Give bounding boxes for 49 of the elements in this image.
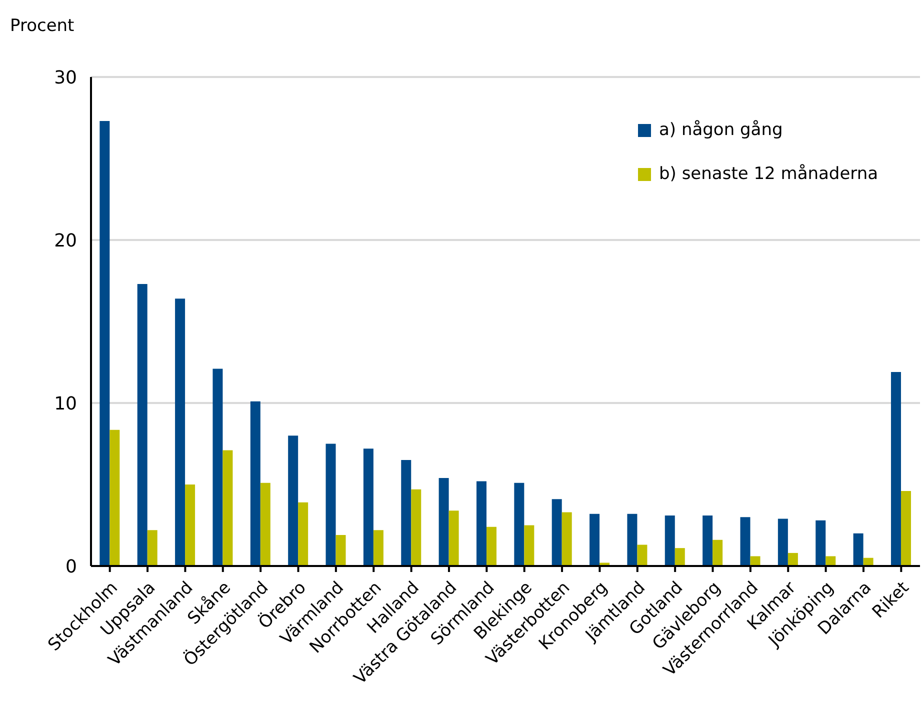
bar — [900, 491, 911, 566]
bar — [627, 514, 638, 566]
bar — [373, 530, 384, 566]
bar — [401, 460, 412, 566]
bar — [336, 535, 346, 566]
bar — [590, 514, 600, 566]
legend-label: b) senaste 12 månaderna — [659, 164, 878, 184]
y-tick-label: 30 — [54, 67, 77, 88]
bar — [100, 121, 110, 566]
legend-label: a) någon gång — [659, 120, 783, 140]
bar — [448, 510, 459, 566]
bar — [486, 526, 496, 566]
bar — [363, 448, 374, 566]
bar — [438, 478, 449, 566]
bar — [664, 515, 675, 566]
bar — [212, 368, 223, 566]
bar — [788, 552, 798, 566]
bar — [712, 540, 723, 566]
y-tick-label: 20 — [54, 230, 77, 252]
y-tick-label: 10 — [54, 393, 77, 414]
bar — [826, 556, 836, 566]
bar — [514, 482, 524, 566]
bar — [326, 444, 336, 566]
bar — [637, 544, 648, 566]
bar — [890, 372, 901, 566]
bar — [110, 430, 120, 566]
bar — [147, 530, 158, 566]
bar — [250, 401, 260, 566]
bar — [137, 284, 148, 566]
bar — [298, 502, 308, 566]
bar — [702, 515, 713, 566]
bar — [411, 489, 422, 566]
bar — [476, 481, 486, 566]
bar — [524, 525, 534, 566]
y-tick-label: 0 — [66, 556, 77, 578]
bar — [674, 548, 685, 566]
bar — [562, 512, 572, 566]
bar — [260, 482, 270, 566]
bar — [853, 533, 864, 566]
bar — [816, 520, 826, 566]
bar — [750, 556, 760, 566]
bar — [175, 298, 186, 566]
bar — [552, 499, 562, 566]
bar — [740, 517, 750, 566]
bar — [778, 518, 788, 566]
y-axis-title: Procent — [10, 16, 74, 36]
bar — [288, 436, 298, 566]
bar — [185, 484, 196, 566]
bar — [222, 450, 233, 566]
